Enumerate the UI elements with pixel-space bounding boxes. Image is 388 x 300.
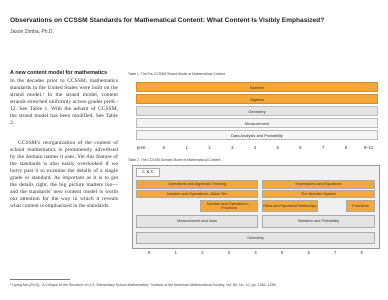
section-heading: A new content model for mathematics [10, 70, 108, 76]
paragraph: In the decades prior to CCSSM, mathemati… [10, 78, 118, 126]
grade-label: preK [136, 145, 146, 150]
table-caption: Table 1. The Pre-CCSSM Strand Model of M… [128, 72, 225, 76]
grade-label: 1 [174, 250, 177, 255]
grade-label: 4 [254, 250, 257, 255]
domain: Measurement and Data [136, 215, 258, 228]
grade-label: K [147, 250, 151, 255]
grade-label: 4 [253, 145, 257, 150]
grade-label: 8 [344, 145, 348, 150]
domain: Number and Operations—Base Ten [136, 190, 258, 198]
domain: C & C [136, 168, 160, 177]
domain: Ratios and Proportional Relationships [262, 200, 318, 212]
footnote: ¹ Liping Ma (2013), “A Critique of the S… [10, 283, 277, 287]
grade-label: 2 [208, 145, 211, 150]
grade-label: 2 [201, 250, 204, 255]
title: Observations on CCSSM Standards for Math… [10, 17, 325, 24]
domain: Operations and Algebraic Thinking [136, 180, 258, 189]
grade-label: K [162, 145, 166, 150]
grade-label: 6 [299, 145, 302, 150]
strand: Measurement [136, 118, 378, 128]
strand: Number [136, 82, 378, 92]
grade-label: 8 [360, 250, 363, 255]
grade-label: 9–12 [363, 145, 374, 150]
author: Jason Zimba, Ph.D. [10, 29, 54, 35]
strand: Geometry [136, 106, 378, 116]
grade-label: 3 [227, 250, 231, 255]
grade-label: 3 [231, 145, 234, 150]
footnote-rule [10, 279, 70, 280]
grade-label: 7 [322, 145, 325, 150]
strand: Algebra [136, 94, 378, 104]
strand: Data Analysis and Probability [136, 130, 378, 140]
domain: The Number System [262, 190, 375, 198]
grade-label: 1 [185, 145, 188, 150]
domain: Number and Operations—Fractions [200, 200, 258, 212]
domain: Functions [346, 200, 375, 212]
paragraph: CCSSM’s reorganization of the content of… [10, 140, 118, 209]
grade-label: 5 [276, 145, 279, 150]
domain: Statistics and Probability [262, 215, 375, 228]
domain: Expressions and Equations [262, 180, 375, 189]
table-caption: Table 2. The CCSSM Domain Model of Mathe… [128, 158, 221, 162]
grade-label: 5 [280, 250, 284, 255]
grade-label: 7 [333, 250, 337, 255]
domain: Geometry [136, 232, 375, 244]
grade-label: 6 [307, 250, 310, 255]
